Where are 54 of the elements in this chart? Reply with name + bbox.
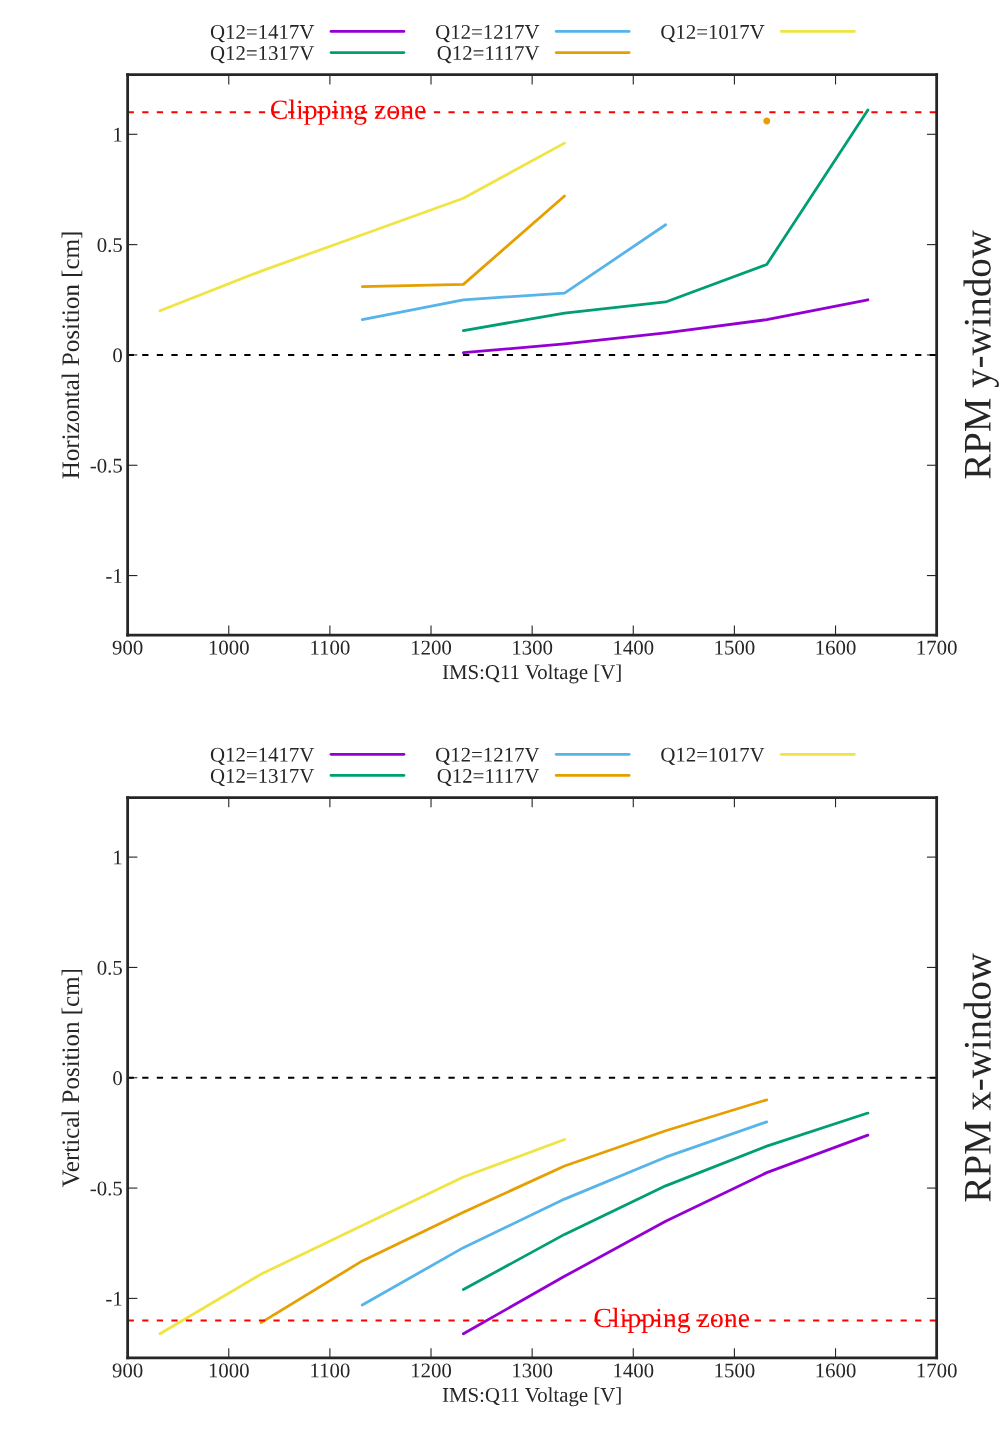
x-tick-label: 1700 bbox=[917, 1363, 957, 1378]
x-tick-label: 900 bbox=[112, 1363, 143, 1378]
y-tick-label: 0 bbox=[113, 1071, 122, 1086]
x-tick-label: 1000 bbox=[209, 640, 249, 655]
y-tick-label: -1 bbox=[106, 569, 122, 583]
x-tick-label: 1700 bbox=[917, 640, 957, 655]
legend-label: Q12=1317V bbox=[210, 46, 315, 64]
y-tick-label: -1 bbox=[106, 1291, 122, 1306]
x-tick-label: 900 bbox=[112, 640, 143, 655]
line-series bbox=[461, 298, 870, 355]
y2-axis-title: RPM x-window bbox=[963, 953, 991, 1202]
y-tick-label: 1 bbox=[114, 850, 122, 865]
legend-label: Q12=1317V bbox=[210, 768, 315, 787]
x-tick-label: 1500 bbox=[715, 1363, 755, 1378]
legend-label: Q12=1417V bbox=[210, 24, 315, 43]
y-tick-label: 0.5 bbox=[97, 237, 122, 253]
line-series bbox=[461, 1111, 870, 1291]
x-tick-label: 1300 bbox=[513, 640, 553, 655]
legend-label: Q12=1217V bbox=[436, 24, 540, 43]
x-tick-label: 1600 bbox=[816, 640, 856, 655]
legend-label: Q12=1117V bbox=[437, 46, 540, 64]
x-tick-label: 1500 bbox=[715, 640, 755, 655]
x-tick-label: 1100 bbox=[311, 1363, 350, 1378]
x-tick-label: 1400 bbox=[614, 640, 654, 655]
x-tick-label: 1000 bbox=[209, 1363, 249, 1378]
line-series bbox=[360, 223, 668, 322]
y-tick-label: 1 bbox=[114, 127, 122, 142]
x-tick-label: 1200 bbox=[412, 640, 452, 655]
x-tick-label: 1300 bbox=[513, 1363, 553, 1378]
y-tick-label: -0.5 bbox=[90, 1181, 122, 1196]
legend-label: Q12=1417V bbox=[210, 747, 315, 765]
x-tick-label: 1600 bbox=[816, 1363, 856, 1378]
y-axis-title: Vertical Position [cm] bbox=[61, 969, 83, 1188]
line-series bbox=[158, 141, 566, 313]
x-tick-label: 1400 bbox=[614, 1363, 654, 1378]
annotation: Clipping zone bbox=[270, 99, 426, 125]
line-series bbox=[461, 108, 870, 333]
y-tick-label: -0.5 bbox=[90, 458, 122, 473]
y-axis-title: Horizontal Position [cm] bbox=[61, 232, 83, 479]
x-tick-label: 1200 bbox=[412, 1363, 452, 1378]
x-tick-label: 1100 bbox=[311, 640, 350, 655]
legend-label: Q12=1217V bbox=[436, 747, 540, 765]
annotation: Clipping zone bbox=[594, 1307, 750, 1334]
line-series bbox=[158, 1138, 566, 1336]
x-axis-title: IMS:Q11 Voltage [V] bbox=[442, 664, 621, 684]
legend-label: Q12=1117V bbox=[437, 768, 540, 787]
y2-axis-title: RPM y-window bbox=[963, 230, 999, 479]
line-series bbox=[360, 1120, 769, 1307]
line-series bbox=[461, 1133, 870, 1336]
y-tick-label: 0 bbox=[113, 348, 122, 363]
legend-label: Q12=1017V bbox=[661, 24, 765, 43]
legend-label: Q12=1017V bbox=[661, 747, 765, 765]
y-tick-label: 0.5 bbox=[97, 960, 122, 975]
x-axis-title: IMS:Q11 Voltage [V] bbox=[442, 1387, 621, 1407]
